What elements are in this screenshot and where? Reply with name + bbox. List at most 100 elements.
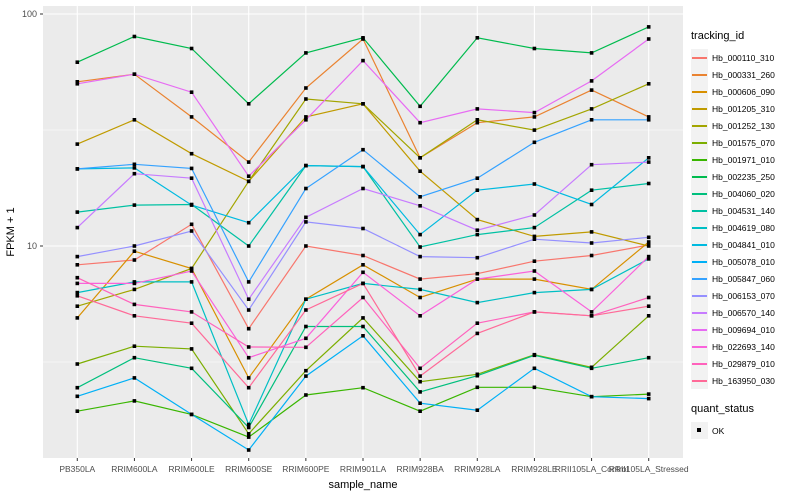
data-point	[189, 269, 194, 273]
data-point	[589, 118, 594, 122]
data-point	[418, 295, 422, 300]
data-point	[75, 80, 80, 84]
legend-item-Hb_006153_070: Hb_006153_070	[691, 287, 799, 304]
data-point	[132, 258, 137, 262]
data-point	[418, 374, 422, 378]
legend: tracking_id Hb_000110_310 Hb_000331_260 Hb…	[691, 30, 799, 439]
data-point	[589, 88, 594, 92]
x-tick-label: RRII105LA_Control	[555, 464, 629, 474]
data-point	[532, 259, 537, 263]
data-point	[75, 304, 80, 308]
data-point	[361, 334, 365, 338]
legend-item-Hb_005078_010: Hb_005078_010	[691, 253, 799, 270]
data-point	[189, 321, 194, 325]
data-point	[132, 281, 137, 286]
legend-key-line	[691, 83, 708, 100]
data-point	[75, 362, 80, 366]
data-point	[132, 166, 137, 170]
data-point	[532, 385, 537, 390]
legend-item-Hb_004841_010: Hb_004841_010	[691, 236, 799, 253]
data-point	[75, 294, 80, 298]
legend-item-label: Hb_029879_010	[712, 358, 775, 369]
legend-item-label: Hb_004060_020	[712, 188, 775, 199]
data-point	[304, 163, 308, 168]
legend-item-label: Hb_000110_310	[712, 52, 775, 63]
x-tick-label: RRIM901LA	[340, 464, 387, 474]
data-point	[132, 34, 137, 39]
legend-key-line	[691, 338, 708, 355]
quant-status-legend: quant_status OK	[691, 403, 799, 439]
data-point	[646, 235, 651, 240]
data-point	[418, 104, 422, 109]
legend-key-line	[691, 168, 708, 185]
data-point	[646, 156, 651, 160]
data-point	[304, 297, 308, 301]
x-tick-label: RRIM600SE	[225, 464, 273, 474]
data-point	[418, 232, 422, 237]
data-point	[475, 277, 480, 281]
data-point	[304, 374, 308, 378]
data-point	[646, 240, 651, 244]
quant-legend-items: OK	[691, 422, 799, 439]
data-point	[189, 310, 194, 314]
data-point	[646, 304, 651, 308]
data-point	[418, 379, 422, 384]
data-point	[189, 222, 194, 227]
data-point	[418, 390, 422, 394]
data-point	[246, 422, 251, 427]
data-point	[532, 353, 537, 358]
legend-item-label: Hb_004619_080	[712, 222, 775, 233]
data-point	[646, 314, 651, 318]
data-point	[646, 396, 651, 401]
data-point	[475, 217, 480, 222]
data-point	[189, 90, 194, 94]
data-point	[589, 394, 594, 399]
legend-item-Hb_000606_090: Hb_000606_090	[691, 83, 799, 100]
data-point	[132, 314, 137, 318]
data-point	[589, 51, 594, 55]
data-point	[246, 355, 251, 360]
data-point	[361, 102, 365, 106]
data-point	[132, 72, 137, 76]
legend-key-line	[691, 66, 708, 83]
data-point	[246, 432, 251, 436]
data-point	[304, 86, 308, 90]
data-point	[246, 425, 251, 430]
data-point	[246, 220, 251, 225]
data-point	[361, 263, 365, 267]
data-point	[189, 166, 194, 171]
data-point	[75, 142, 80, 146]
data-point	[246, 435, 251, 439]
y-tick-label: 100	[22, 9, 37, 19]
legend-item-label: Hb_009694_010	[712, 324, 775, 335]
data-point	[75, 210, 80, 214]
legend-item-label: Hb_004841_010	[712, 239, 775, 250]
data-point	[304, 115, 308, 119]
data-point	[361, 36, 365, 40]
data-point	[532, 110, 537, 115]
legend-item-label: Hb_005847_060	[712, 273, 775, 284]
legend-item-label: Hb_163950_030	[712, 375, 775, 386]
data-point	[532, 277, 537, 281]
data-point	[646, 254, 651, 259]
data-point	[132, 249, 137, 253]
legend-title-tracking-id: tracking_id	[691, 30, 745, 42]
legend-item-Hb_004531_140: Hb_004531_140	[691, 202, 799, 219]
legend-item-Hb_005847_060: Hb_005847_060	[691, 270, 799, 287]
legend-item-Hb_029879_010: Hb_029879_010	[691, 355, 799, 372]
data-point	[475, 232, 480, 237]
data-point	[418, 314, 422, 318]
data-point	[532, 128, 537, 132]
legend-item-Hb_004060_020: Hb_004060_020	[691, 185, 799, 202]
data-point	[475, 176, 480, 180]
legend-item-label: Hb_000331_260	[712, 69, 775, 80]
data-point	[418, 366, 422, 371]
data-point	[361, 270, 365, 275]
quant-legend-item: OK	[691, 422, 799, 439]
data-point	[304, 244, 308, 248]
x-tick-label: RRIM600LE	[168, 464, 215, 474]
data-point	[132, 302, 137, 307]
data-point	[646, 392, 651, 396]
data-point	[304, 308, 308, 312]
